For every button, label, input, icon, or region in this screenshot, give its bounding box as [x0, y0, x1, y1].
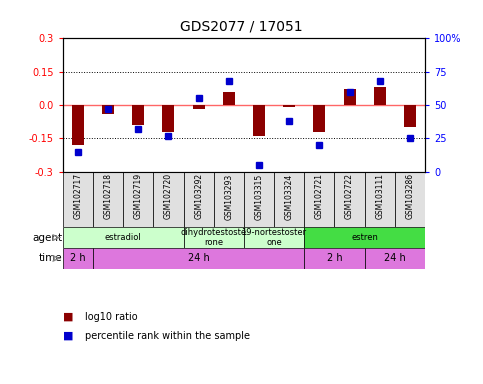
Bar — [253, 105, 265, 136]
Text: GSM102717: GSM102717 — [73, 173, 83, 219]
Bar — [132, 105, 144, 125]
Bar — [154, 172, 184, 227]
Bar — [123, 172, 154, 227]
Bar — [184, 227, 244, 248]
Bar — [343, 89, 355, 105]
Text: GSM102719: GSM102719 — [134, 173, 143, 219]
Text: GSM102722: GSM102722 — [345, 173, 354, 219]
Text: estradiol: estradiol — [105, 233, 142, 242]
Bar — [244, 227, 304, 248]
Bar — [374, 87, 386, 105]
Bar — [334, 172, 365, 227]
Text: GDS2077 / 17051: GDS2077 / 17051 — [180, 19, 303, 33]
Bar — [244, 172, 274, 227]
Text: 24 h: 24 h — [384, 253, 406, 263]
Text: GSM102718: GSM102718 — [103, 173, 113, 219]
Bar — [72, 105, 84, 145]
Text: ■: ■ — [63, 312, 73, 322]
Bar — [395, 172, 425, 227]
Bar — [193, 105, 205, 109]
Bar — [274, 172, 304, 227]
Text: GSM103293: GSM103293 — [224, 173, 233, 220]
Text: GSM103286: GSM103286 — [405, 173, 414, 219]
Text: ■: ■ — [63, 331, 73, 341]
Text: GSM103111: GSM103111 — [375, 173, 384, 219]
Text: GSM103315: GSM103315 — [255, 173, 264, 220]
Text: GSM103324: GSM103324 — [284, 173, 294, 220]
Text: time: time — [39, 253, 63, 263]
Bar — [63, 172, 93, 227]
Text: estren: estren — [351, 233, 378, 242]
Bar — [63, 248, 93, 269]
Bar — [304, 172, 334, 227]
Bar — [93, 172, 123, 227]
Bar — [304, 227, 425, 248]
Bar — [283, 105, 295, 107]
Text: log10 ratio: log10 ratio — [85, 312, 137, 322]
Text: 2 h: 2 h — [327, 253, 342, 263]
Text: percentile rank within the sample: percentile rank within the sample — [85, 331, 250, 341]
Bar — [304, 248, 365, 269]
Bar — [63, 227, 184, 248]
Text: 24 h: 24 h — [188, 253, 210, 263]
Bar — [313, 105, 326, 132]
Bar — [404, 105, 416, 127]
Text: GSM102721: GSM102721 — [315, 173, 324, 219]
Text: agent: agent — [33, 233, 63, 243]
Bar — [93, 248, 304, 269]
Text: GSM103292: GSM103292 — [194, 173, 203, 219]
Bar — [365, 172, 395, 227]
Text: dihydrotestoste
rone: dihydrotestoste rone — [181, 228, 247, 247]
Bar — [365, 248, 425, 269]
Text: GSM102720: GSM102720 — [164, 173, 173, 219]
Bar — [102, 105, 114, 114]
Bar — [184, 172, 213, 227]
Text: 2 h: 2 h — [70, 253, 85, 263]
Text: 19-nortestoster
one: 19-nortestoster one — [242, 228, 307, 247]
Bar — [223, 92, 235, 105]
Bar — [213, 172, 244, 227]
Bar — [162, 105, 174, 132]
